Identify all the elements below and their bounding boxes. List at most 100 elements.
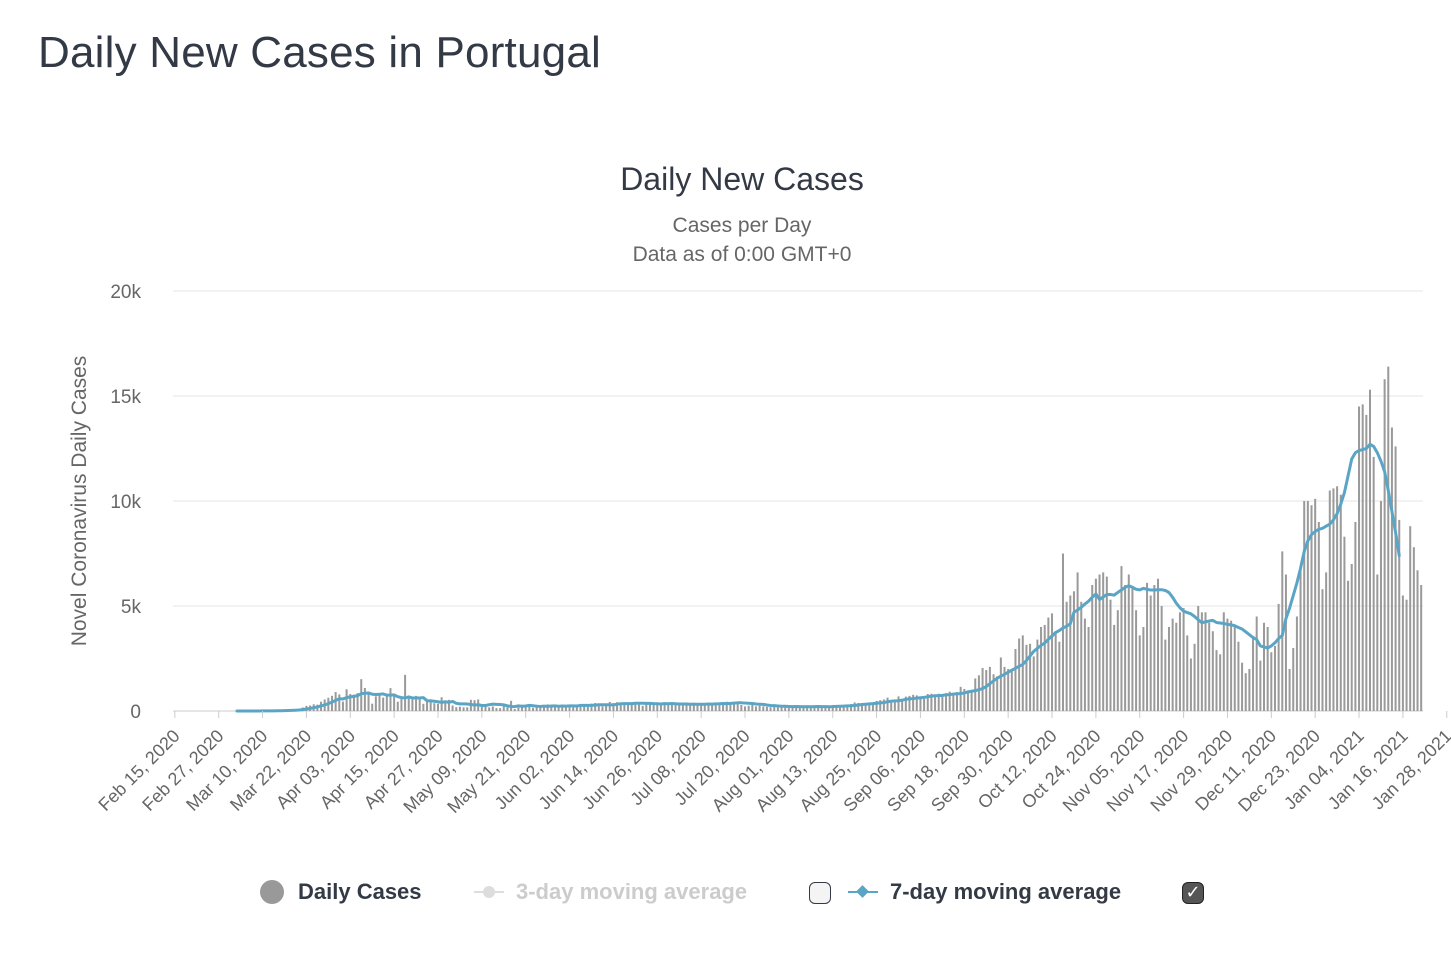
- daily-cases-bar: [1259, 660, 1262, 711]
- daily-cases-bar: [1310, 505, 1313, 711]
- daily-cases-bar: [1405, 599, 1408, 711]
- daily-cases-bar: [992, 674, 995, 711]
- daily-cases-bar: [1284, 574, 1287, 711]
- daily-cases-bar: [1007, 669, 1010, 711]
- daily-cases-bar: [846, 704, 849, 711]
- three-day-average-checkbox[interactable]: [809, 882, 831, 904]
- daily-cases-bar: [999, 657, 1002, 711]
- legend-seven-day-average[interactable]: 7-day moving average: [848, 868, 1121, 916]
- seven-day-average-marker-icon: [848, 880, 878, 904]
- daily-cases-bar: [1369, 389, 1372, 711]
- daily-cases-bar: [1138, 635, 1141, 711]
- daily-cases-bar: [1219, 654, 1222, 711]
- daily-cases-bar: [1040, 627, 1043, 711]
- daily-cases-bar: [575, 704, 578, 711]
- daily-cases-bar: [532, 707, 535, 711]
- daily-cases-bar: [868, 704, 871, 711]
- daily-cases-bar: [371, 703, 374, 711]
- daily-cases-bar: [638, 704, 641, 711]
- daily-cases-bar: [685, 704, 688, 711]
- daily-cases-bar: [915, 695, 918, 711]
- daily-cases-bar: [513, 708, 516, 711]
- daily-cases-bar: [634, 702, 637, 711]
- daily-cases-bar: [1175, 622, 1178, 711]
- daily-cases-bar: [678, 704, 681, 711]
- legend-daily-cases[interactable]: Daily Cases: [260, 868, 422, 916]
- daily-cases-bar: [754, 706, 757, 711]
- daily-cases-bar: [1146, 582, 1149, 711]
- daily-cases-bar: [1160, 606, 1163, 711]
- daily-cases-bar: [769, 707, 772, 711]
- daily-cases-bar: [407, 695, 410, 711]
- daily-cases-bar: [619, 704, 622, 711]
- daily-cases-bar: [674, 703, 677, 711]
- daily-cases-bar: [484, 705, 487, 711]
- daily-cases-bar: [725, 701, 728, 711]
- daily-cases-bar: [1237, 641, 1240, 711]
- daily-cases-bar: [857, 702, 860, 711]
- daily-cases-bar: [1182, 608, 1185, 711]
- daily-cases-bar: [1157, 578, 1160, 711]
- daily-cases-bar: [1167, 627, 1170, 711]
- daily-cases-bar: [1109, 599, 1112, 711]
- daily-cases-bar: [988, 666, 991, 711]
- daily-cases-bar: [890, 701, 893, 711]
- daily-cases-bar: [641, 705, 644, 711]
- daily-cases-bar: [879, 700, 882, 711]
- daily-cases-bar: [1051, 613, 1054, 711]
- daily-cases-bar: [623, 703, 626, 711]
- daily-cases-bar: [1069, 595, 1072, 711]
- daily-cases-bar: [1332, 488, 1335, 711]
- daily-cases-bar: [714, 704, 717, 711]
- daily-cases-bar: [773, 706, 776, 711]
- daily-cases-bar: [1116, 610, 1119, 711]
- daily-cases-bar: [1189, 658, 1192, 711]
- daily-cases-bar: [941, 695, 944, 711]
- three-day-average-marker-icon: [474, 880, 504, 904]
- daily-cases-bar: [945, 693, 948, 711]
- daily-cases-bar: [535, 704, 538, 711]
- daily-cases-bar: [1409, 526, 1412, 711]
- daily-cases-bar: [586, 704, 589, 711]
- daily-cases-bar: [1065, 601, 1068, 711]
- daily-cases-bar: [564, 706, 567, 711]
- daily-cases-bar: [1394, 446, 1397, 711]
- daily-cases-bar: [345, 689, 348, 711]
- daily-cases-bar: [860, 703, 863, 711]
- daily-cases-bar: [1288, 669, 1291, 711]
- daily-cases-bar: [1105, 576, 1108, 711]
- daily-cases-bar: [1273, 645, 1276, 711]
- daily-cases-bar: [663, 703, 666, 711]
- y-tick-label: 20k: [110, 282, 141, 303]
- daily-cases-bar: [627, 703, 630, 711]
- daily-cases-bar: [590, 703, 593, 711]
- daily-cases-bar: [517, 707, 520, 711]
- gridlines: [173, 290, 1423, 712]
- daily-cases-bar: [707, 703, 710, 711]
- daily-cases-bar: [864, 703, 867, 712]
- daily-cases-bar: [696, 703, 699, 711]
- daily-cases-bar: [393, 696, 396, 711]
- daily-cases-bar: [1383, 379, 1386, 711]
- daily-cases-bar: [1018, 638, 1021, 711]
- daily-cases-bar: [451, 705, 454, 711]
- daily-cases-bar: [1401, 595, 1404, 711]
- daily-cases-bar: [561, 705, 564, 711]
- daily-cases-bar: [813, 706, 816, 711]
- daily-cases-bar: [557, 706, 560, 711]
- daily-cases-bar: [1317, 522, 1320, 711]
- daily-cases-bar: [1043, 624, 1046, 711]
- seven-day-average-checkbox[interactable]: ✓: [1182, 882, 1204, 904]
- daily-cases-bar: [828, 706, 831, 711]
- daily-cases-bar: [572, 704, 575, 711]
- legend-three-day-average[interactable]: 3-day moving average: [474, 868, 747, 916]
- daily-cases-bar: [780, 707, 783, 711]
- daily-cases-bar: [524, 707, 527, 711]
- daily-cases-bar: [499, 708, 502, 711]
- daily-cases-bar: [996, 676, 999, 711]
- daily-cases-bar: [926, 694, 929, 711]
- seven-day-average-path: [235, 442, 1401, 713]
- daily-cases-bar: [912, 694, 915, 711]
- daily-cases-bar: [839, 705, 842, 711]
